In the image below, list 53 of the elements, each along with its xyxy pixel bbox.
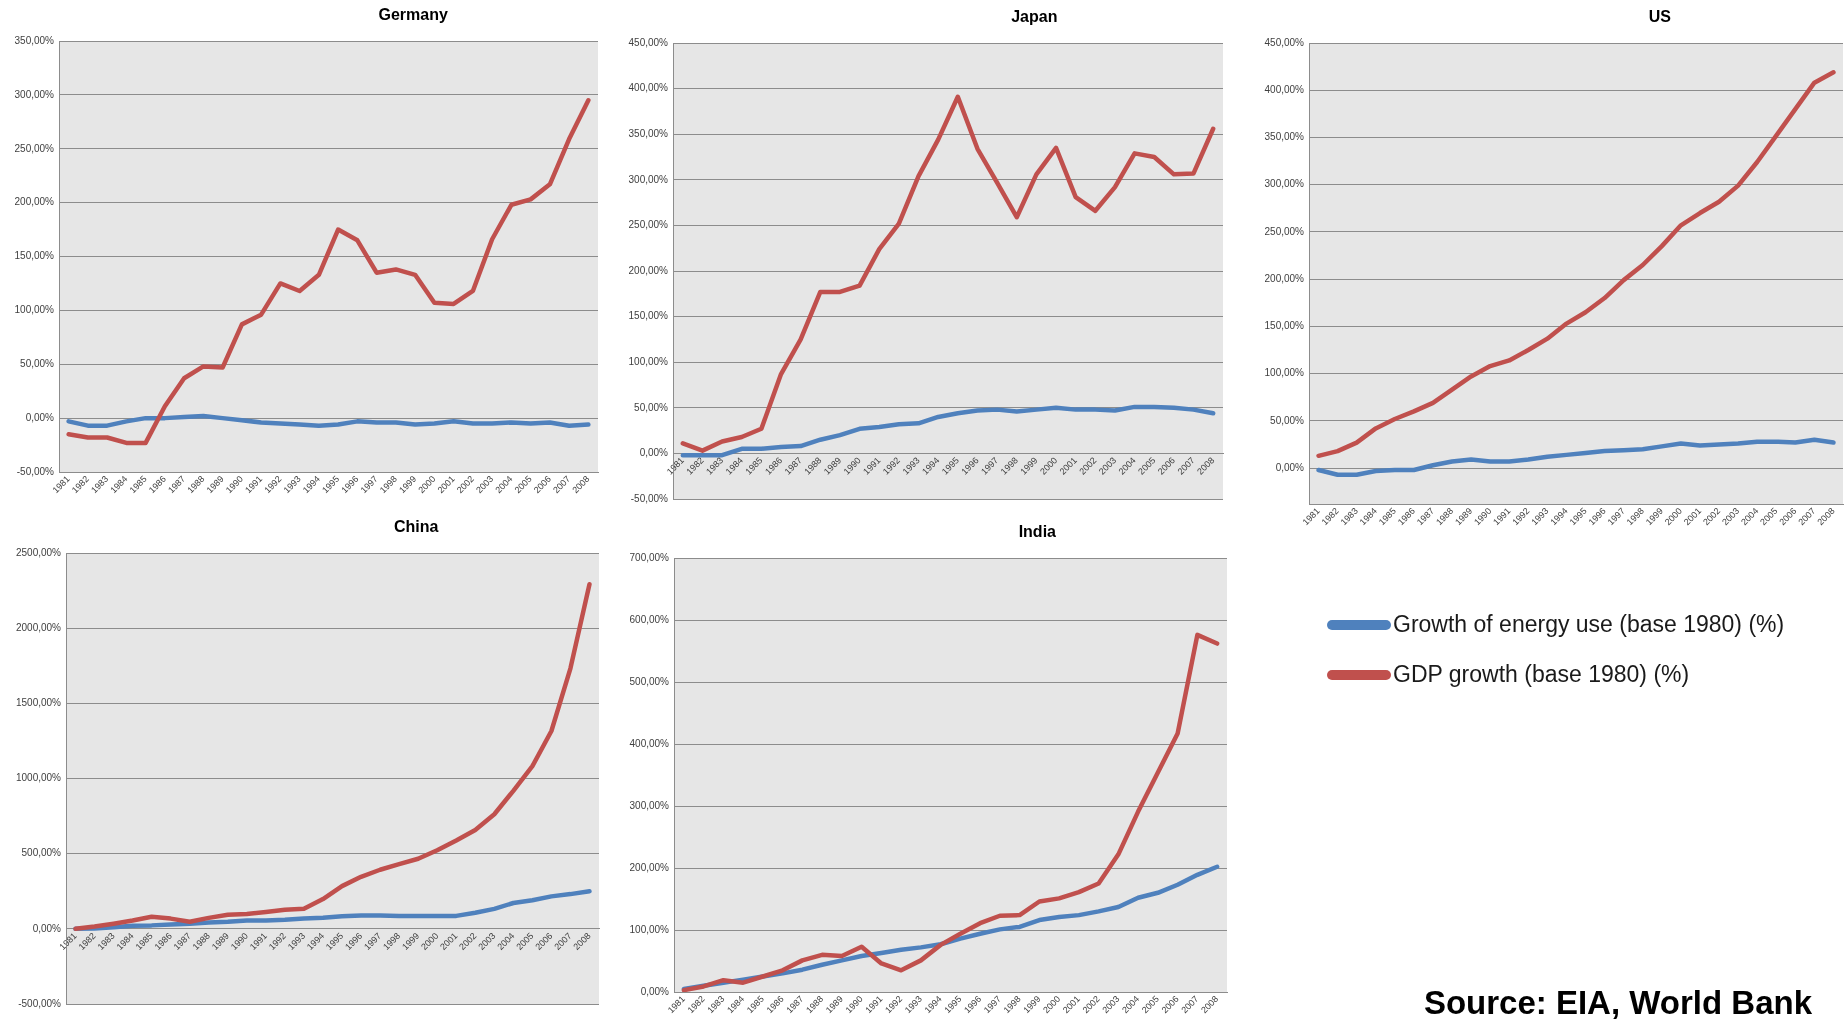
source-note: Source: EIA, World Bank [1423, 984, 1812, 1021]
chart-title: India [1018, 523, 1057, 541]
chart-title: Germany [378, 6, 448, 24]
y-tick-label: 1000,00% [15, 772, 62, 784]
chart-title: US [1648, 8, 1672, 26]
y-tick-label: 250,00% [628, 219, 669, 231]
y-tick-label: 400,00% [628, 82, 669, 94]
y-tick-label: 50,00% [20, 358, 55, 369]
y-tick-label: 0,00% [639, 447, 669, 459]
y-tick-label: 50,00% [1270, 414, 1305, 426]
y-tick-label: 50,00% [634, 401, 669, 413]
y-tick-label: -50,00% [16, 465, 55, 477]
y-tick-label: 350,00% [1264, 131, 1305, 143]
chart-title: China [393, 518, 439, 536]
y-tick-label: 150,00% [1264, 320, 1305, 332]
y-tick-label: 100,00% [14, 304, 55, 316]
y-tick-label: 100,00% [1264, 367, 1305, 379]
y-tick-label: 0,00% [1275, 461, 1305, 473]
y-tick-label: -500,00% [18, 997, 62, 1009]
y-tick-label: 500,00% [629, 675, 670, 687]
y-tick-label: 300,00% [628, 173, 669, 185]
y-tick-label: 400,00% [629, 737, 670, 749]
y-tick-label: 450,00% [1264, 36, 1305, 48]
y-tick-label: 700,00% [629, 551, 670, 563]
y-tick-label: 250,00% [14, 142, 55, 154]
y-tick-label: 450,00% [628, 36, 669, 48]
y-tick-label: 200,00% [628, 264, 669, 276]
y-tick-label: 150,00% [628, 310, 669, 322]
y-tick-label: 500,00% [21, 847, 62, 859]
y-tick-label: 0,00% [25, 411, 55, 423]
y-tick-label: 2000,00% [15, 621, 62, 633]
y-tick-label: 350,00% [628, 127, 669, 139]
y-tick-label: -50,00% [630, 492, 669, 504]
y-tick-label: 350,00% [14, 34, 55, 46]
chart-title: Japan [1011, 8, 1058, 26]
y-tick-label: 400,00% [1264, 83, 1305, 95]
y-tick-label: 0,00% [640, 985, 670, 997]
y-tick-label: 200,00% [629, 861, 670, 873]
y-tick-label: 250,00% [1264, 225, 1305, 237]
y-tick-label: 300,00% [14, 88, 55, 100]
y-tick-label: 200,00% [1264, 272, 1305, 284]
y-tick-label: 300,00% [1264, 178, 1305, 190]
y-tick-label: 600,00% [629, 613, 670, 625]
legend-label: Growth of energy use (base 1980) (%) [1393, 611, 1785, 638]
y-tick-label: 200,00% [14, 196, 55, 208]
legend-label: GDP growth (base 1980) (%) [1393, 661, 1690, 688]
y-tick-label: 0,00% [32, 922, 62, 934]
y-tick-label: 300,00% [629, 799, 670, 811]
y-tick-label: 1500,00% [15, 697, 62, 709]
y-tick-label: 100,00% [629, 923, 670, 935]
y-tick-label: 100,00% [628, 355, 669, 367]
y-tick-label: 2500,00% [15, 546, 62, 558]
y-tick-label: 150,00% [14, 250, 55, 262]
